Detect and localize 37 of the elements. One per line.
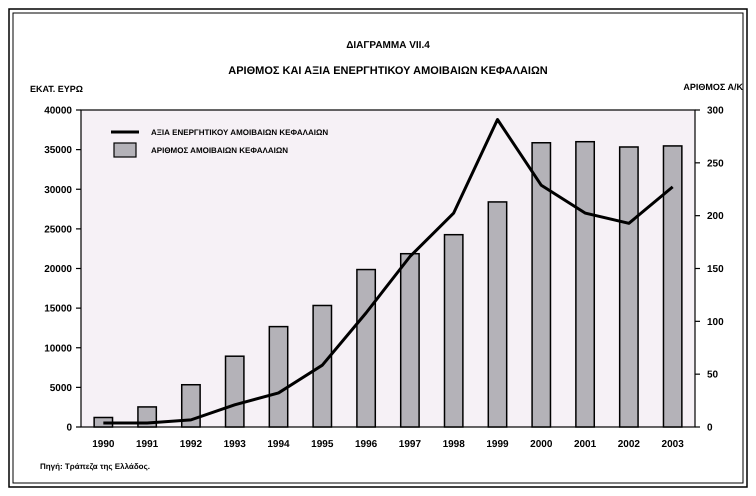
x-tick-label: 1999	[486, 439, 510, 450]
y2-tick-label: 250	[707, 158, 724, 170]
chart-title: ΔΙΑΓΡΑΜΜΑ VII.4	[346, 40, 430, 51]
x-tick-label: 1997	[398, 439, 422, 450]
y-tick-label: 30000	[44, 184, 72, 196]
y-tick-label: 40000	[44, 106, 72, 116]
x-tick-label: 1994	[267, 439, 290, 450]
x-tick-label: 1990	[92, 439, 115, 450]
x-tick-label: 1991	[136, 439, 159, 450]
chart-subtitle: ΑΡΙΘΜΟΣ ΚΑΙ ΑΞΙΑ ΕΝΕΡΓΗΤΙΚΟΥ ΑΜΟΙΒΑΙΩΝ ΚΕΦΑΛΑΙΩΝ	[228, 65, 548, 77]
x-tick-label: 2002	[618, 439, 640, 450]
y2-tick-label: 0	[707, 422, 713, 434]
y2-tick-label: 150	[707, 264, 724, 275]
y2-tick-label: 50	[707, 370, 719, 381]
y-tick-label: 20000	[44, 264, 72, 275]
x-tick-label: 1998	[442, 439, 466, 450]
x-tick-label: 1992	[180, 439, 202, 450]
y2-tick-label: 100	[707, 316, 724, 328]
x-tick-label: 2000	[530, 439, 553, 450]
legend-label: ΑΡΙΘΜΟΣ ΑΜΟΙΒΑΙΩΝ ΚΕΦΑΛΑΙΩΝ	[151, 146, 288, 155]
y2-tick-label: 300	[707, 106, 724, 116]
y-tick-label: 35000	[44, 145, 72, 156]
y-tick-label: 25000	[44, 224, 72, 236]
x-tick-label: 1996	[354, 439, 378, 450]
x-tick-label: 2001	[574, 439, 597, 450]
y-tick-label: 15000	[44, 304, 72, 315]
y2-axis-title: ΑΡΙΘΜΟΣ Α/Κ	[683, 82, 744, 92]
y-tick-label: 0	[66, 422, 72, 434]
text: Πηγή: Τράπεζα της Ελλάδος.	[40, 462, 150, 471]
y2-tick-label: 200	[707, 211, 724, 222]
legend-label: ΑΞΙΑ ΕΝΕΡΓΗΤΙΚΟΥ ΑΜΟΙΒΑΙΩΝ ΚΕΦΑΛΑΙΩΝ	[151, 128, 328, 137]
y-tick-label: 10000	[44, 343, 72, 354]
x-tick-label: 1993	[224, 439, 246, 450]
x-tick-label: 1995	[311, 439, 334, 450]
y-axis-title: ΕΚΑΤ. ΕΥΡΩ	[30, 84, 83, 94]
x-tick-label: 2003	[662, 439, 684, 450]
y-tick-label: 5000	[50, 382, 72, 394]
